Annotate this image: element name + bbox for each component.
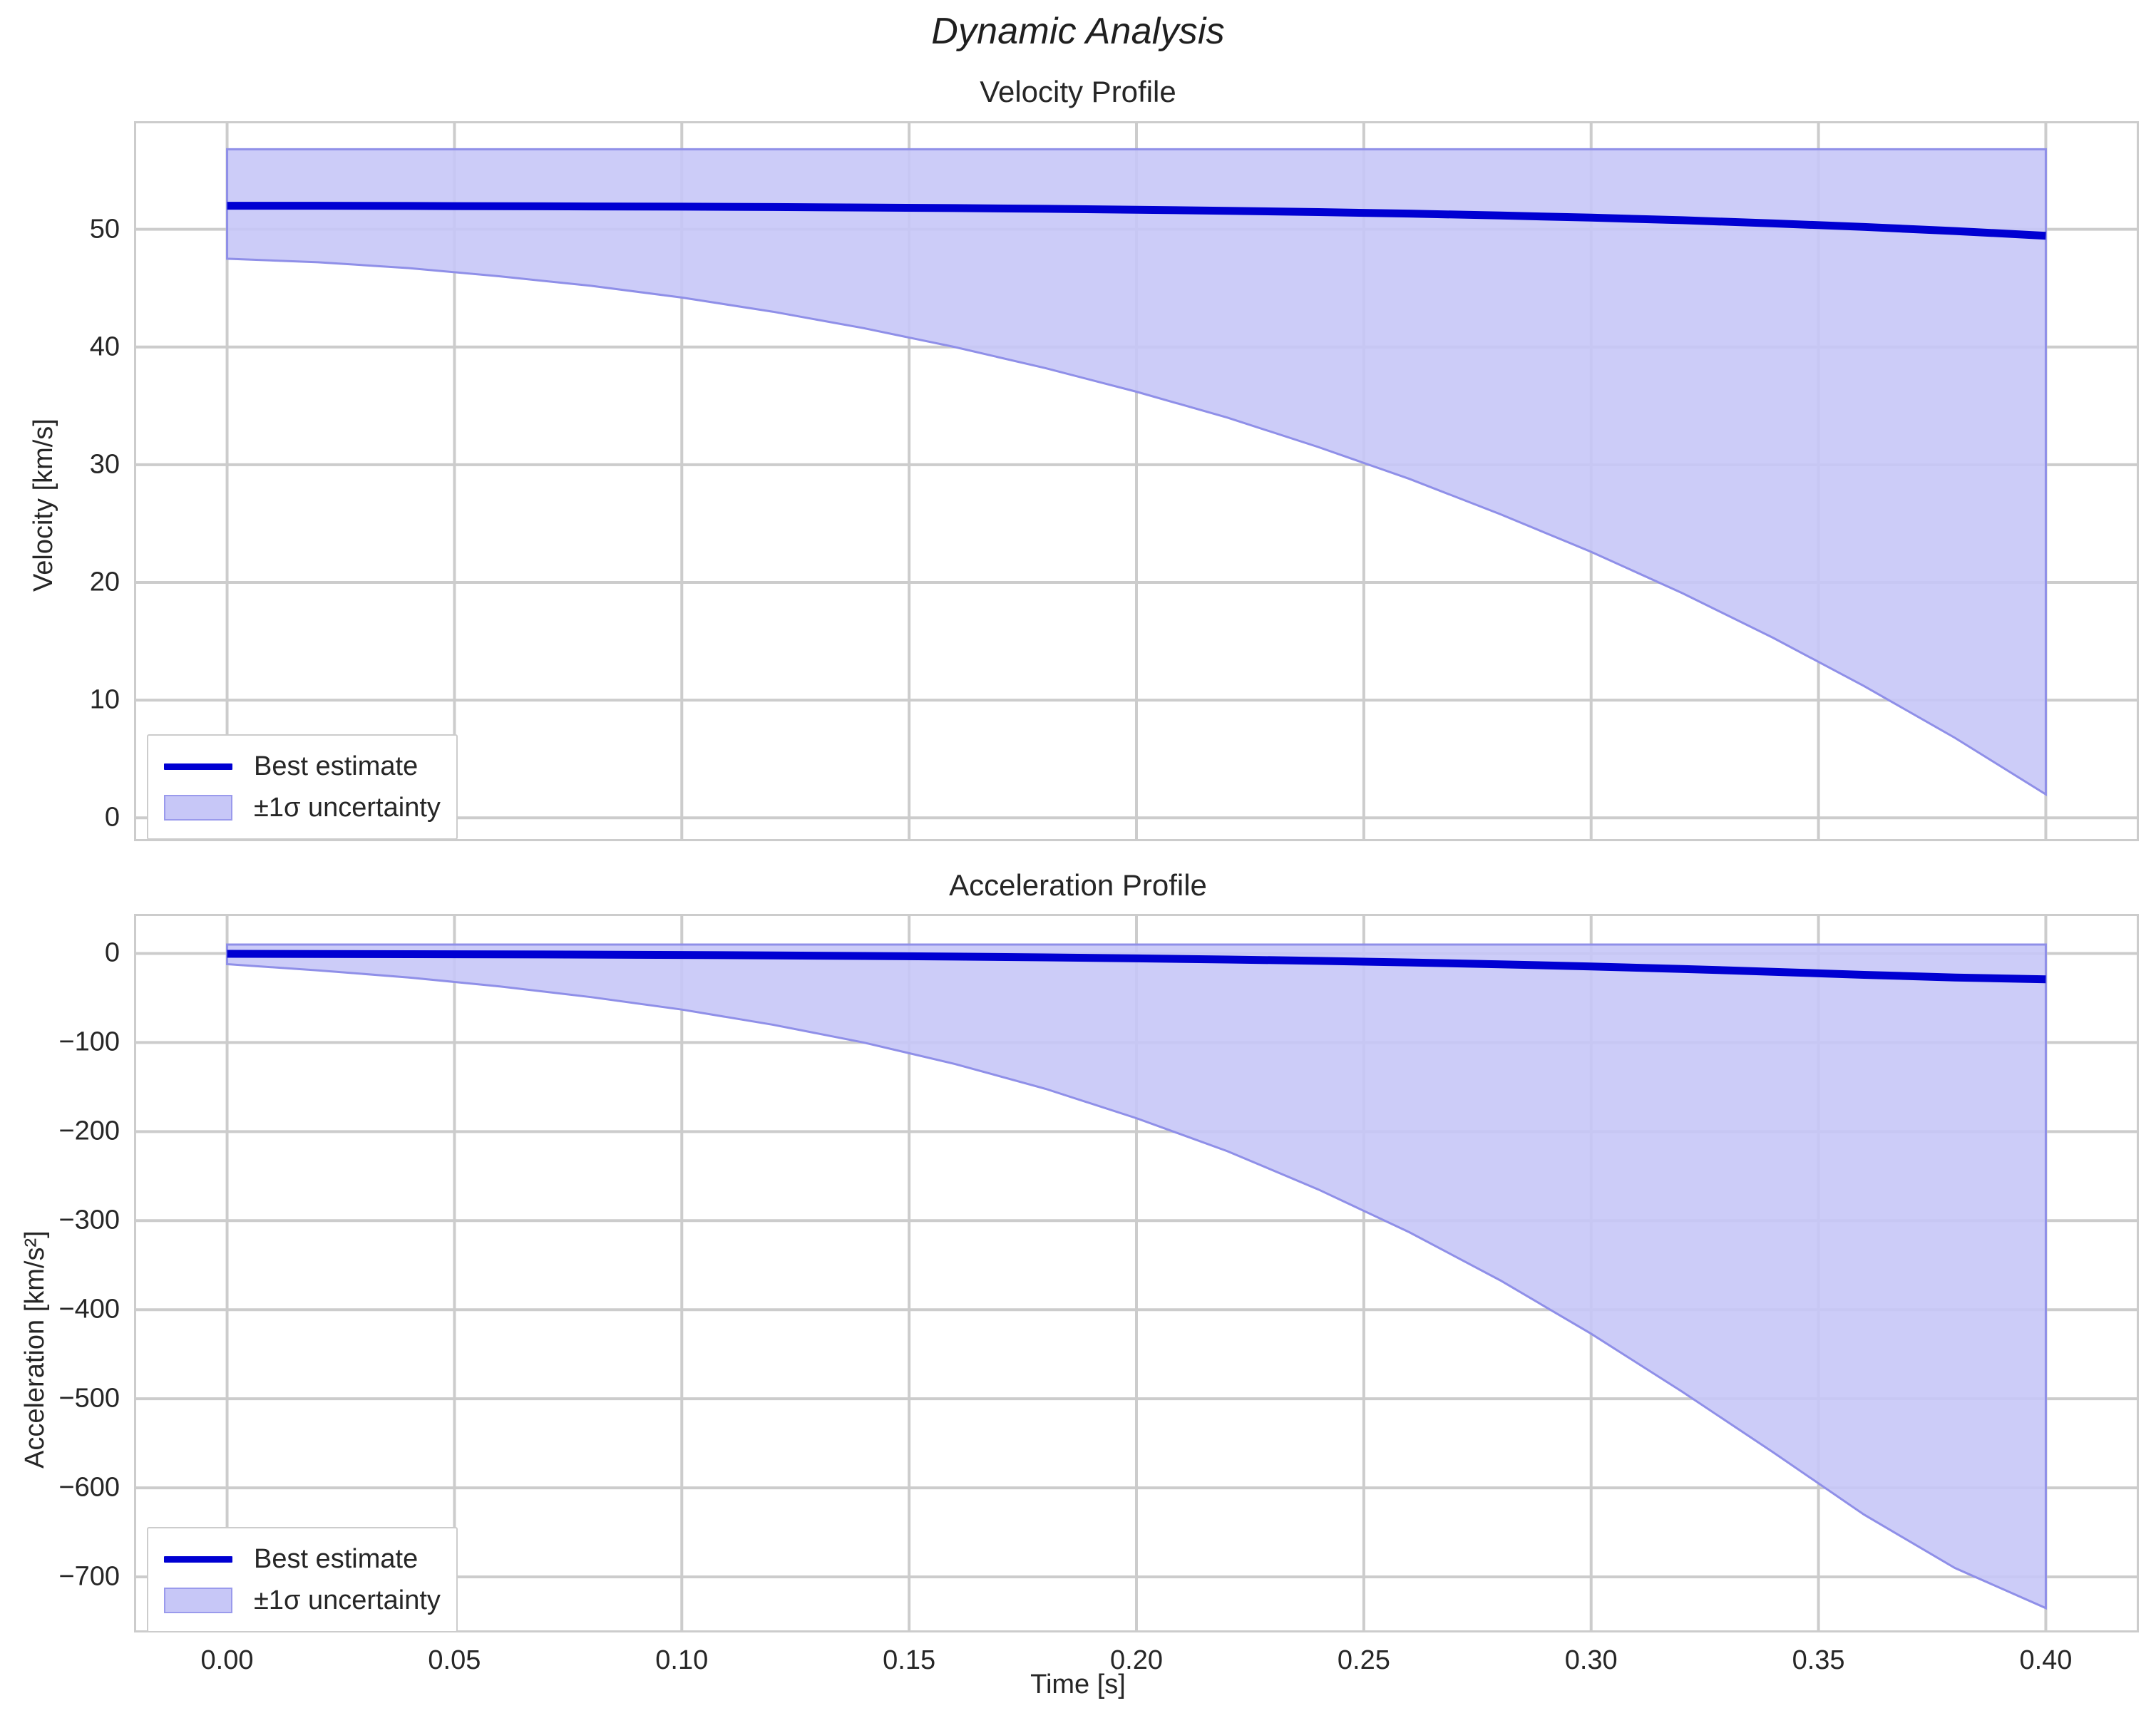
y-tick-label: −500 [58,1383,120,1414]
y-tick-label: 50 [89,214,120,245]
band-swatch-icon [161,793,235,822]
x-tick-label: 0.25 [1337,1645,1390,1675]
velocity-plot-area [134,121,2139,841]
x-tick-label: 0.20 [1110,1645,1163,1675]
x-axis-label: Time [s] [1030,1670,1126,1699]
legend-label-uncertainty: ±1σ uncertainty [254,792,441,823]
velocity-y-axis-label: Velocity [km/s] [29,418,58,592]
x-tick-label: 0.15 [883,1645,936,1675]
y-tick-label: 0 [104,937,120,968]
x-tick-label: 0.00 [200,1645,254,1675]
y-tick-label: 0 [104,802,120,833]
velocity-legend[interactable]: Best estimate ±1σ uncertainty [147,734,458,840]
y-tick-label: 20 [89,567,120,597]
x-tick-label: 0.35 [1792,1645,1845,1675]
y-tick-label: −600 [58,1472,120,1503]
legend-label-best-estimate: Best estimate [254,1543,419,1574]
acceleration-panel-title: Acceleration Profile [949,868,1207,902]
x-tick-label: 0.30 [1564,1645,1618,1675]
line-swatch-icon [161,752,235,781]
y-tick-label: 40 [89,331,120,362]
y-tick-label: −100 [58,1027,120,1057]
y-tick-label: −300 [58,1205,120,1235]
y-tick-label: 30 [89,449,120,480]
acceleration-y-axis-label: Acceleration [km/s²] [20,1230,50,1469]
y-tick-label: −200 [58,1116,120,1146]
acceleration-plot-svg [136,916,2137,1630]
band-swatch-icon [161,1586,235,1615]
x-tick-label: 0.40 [2019,1645,2073,1675]
legend-item-best-estimate[interactable]: Best estimate [161,746,441,787]
legend-label-uncertainty: ±1σ uncertainty [254,1585,441,1615]
y-tick-label: 10 [89,684,120,715]
legend-item-best-estimate[interactable]: Best estimate [161,1538,441,1580]
velocity-panel-title: Velocity Profile [980,75,1176,108]
figure-suptitle: Dynamic Analysis [931,11,1225,52]
velocity-plot-svg [136,123,2137,839]
line-swatch-icon [161,1545,235,1573]
acceleration-legend[interactable]: Best estimate ±1σ uncertainty [147,1527,458,1632]
legend-item-uncertainty[interactable]: ±1σ uncertainty [161,787,441,828]
acceleration-plot-area [134,914,2139,1632]
y-tick-label: −700 [58,1561,120,1592]
legend-label-best-estimate: Best estimate [254,751,419,781]
x-tick-label: 0.10 [655,1645,709,1675]
x-tick-label: 0.05 [428,1645,481,1675]
y-tick-label: −400 [58,1294,120,1325]
legend-item-uncertainty[interactable]: ±1σ uncertainty [161,1580,441,1621]
